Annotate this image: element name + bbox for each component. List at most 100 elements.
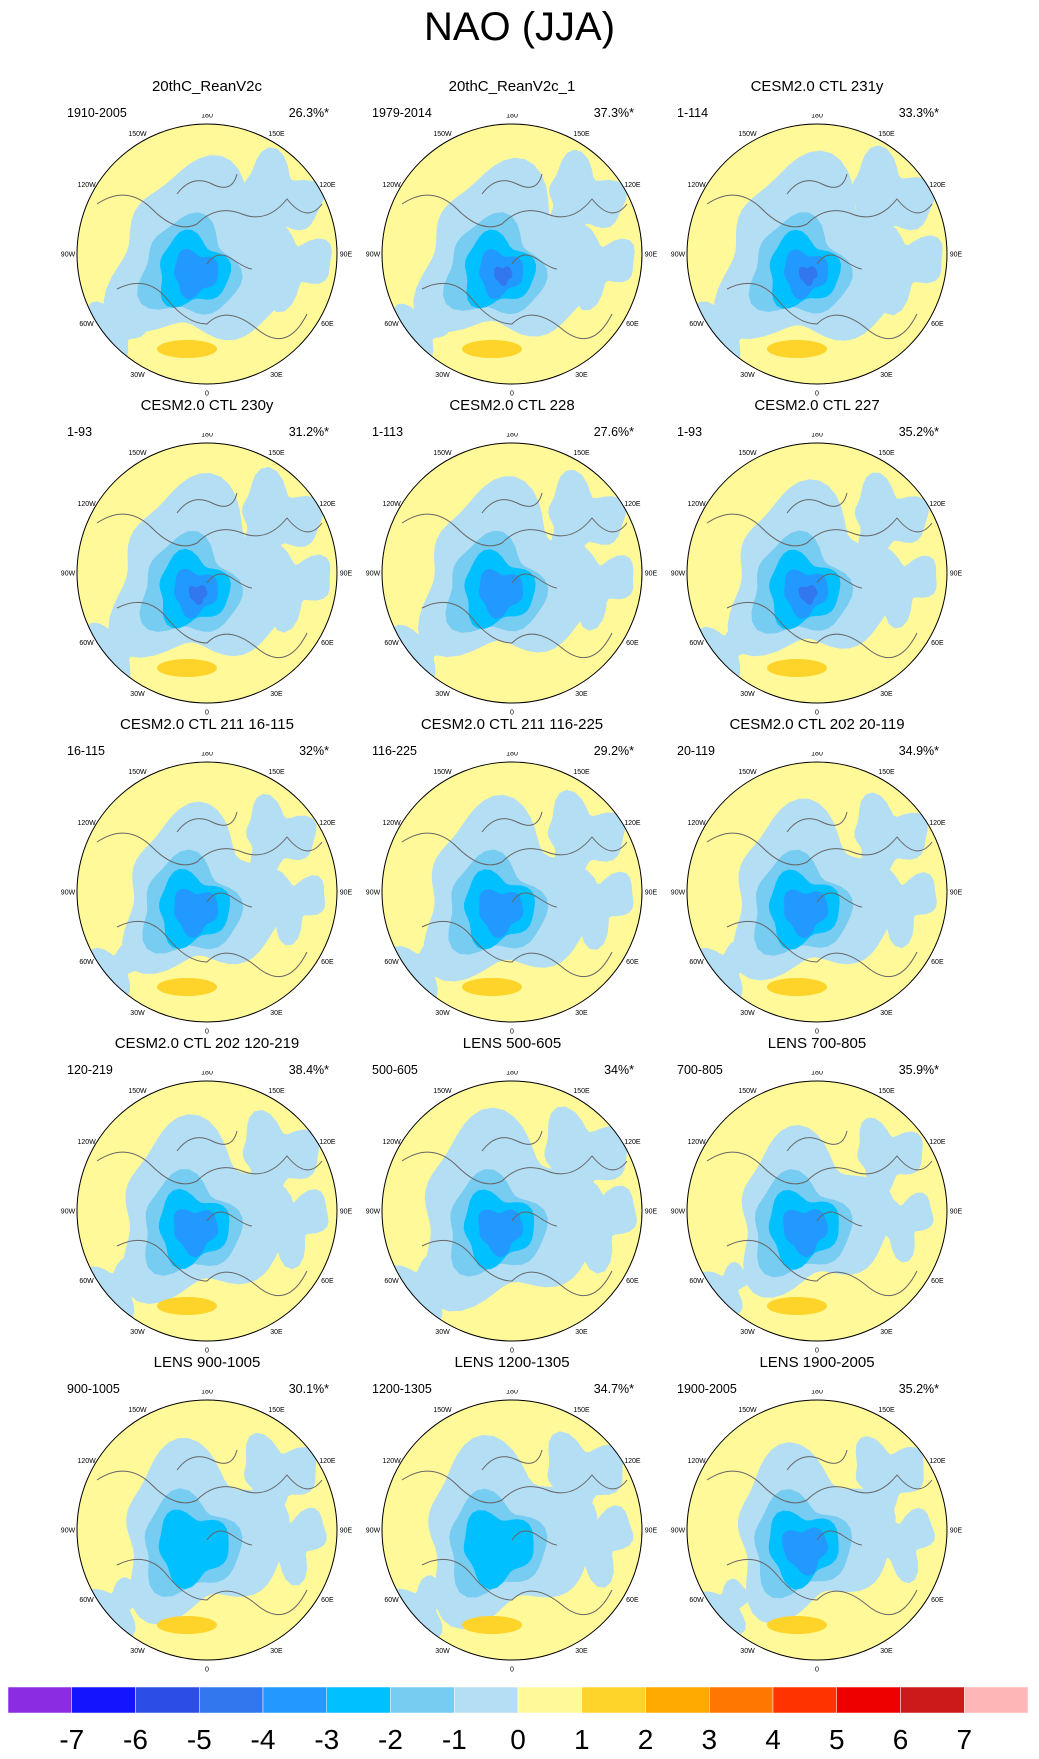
field-negative [547,789,626,886]
field-negative [567,222,635,311]
field-negative [547,149,628,244]
longitude-tick: 30E [270,1010,283,1017]
panel-title: CESM2.0 CTL 230y [140,397,274,414]
longitude-tick: 150W [433,769,452,776]
colorbar-swatch [517,1687,582,1714]
longitude-tick: 150E [268,450,285,457]
polar-map: 180 150E 120E 90E 60E 30E 0 30W 60W 90W 120W 150W [366,433,658,715]
colorbar-label: -6 [123,1724,148,1755]
field-negative [85,620,147,687]
low-contour [174,888,219,938]
panel-title: CESM2.0 CTL 202 20-119 [729,716,905,733]
longitude-tick: 120W [687,1458,706,1465]
longitude-tick: 90W [366,890,381,897]
map-border [76,442,338,704]
map-border [686,1080,948,1342]
colorbar-swatch [645,1687,710,1714]
panel-period: 120-219 [67,1063,113,1077]
longitude-tick: 150E [573,1088,590,1095]
longitude-tick: 60W [384,640,399,647]
longitude-tick: 90E [645,1528,658,1535]
longitude-tick: 30E [880,1648,893,1655]
longitude-tick: 0 [815,1667,819,1673]
map-border [381,1080,643,1342]
longitude-tick: 0 [510,1667,514,1673]
colorbar: -7 -6 -5 -4 -3 -2 -1 0 1 2 3 4 5 6 7 [8,1687,1029,1755]
longitude-tick: 120W [382,501,401,508]
longitude-tick: 60E [626,1597,639,1604]
longitude-tick: 180 [811,752,823,758]
panel-title: CESM2.0 CTL 211 116-225 [420,716,604,733]
field-negative [242,1109,320,1206]
longitude-tick: 30W [130,372,145,379]
polar-map: 180 150E 120E 90E 60E 30E 0 30W 60W 90W 120W 150W [671,752,963,1034]
panel-period: 1979-2014 [372,106,432,120]
longitude-tick: 180 [506,433,518,439]
longitude-tick: 0 [815,391,819,397]
longitude-tick: 90E [340,252,353,259]
field-negative [866,1507,935,1584]
colorbar-label: 5 [829,1724,845,1755]
field-negative [698,622,753,682]
polar-map: 180 150E 120E 90E 60E 30E 0 30W 60W 90W 120W 150W [671,1071,963,1353]
longitude-tick: 150E [268,131,285,138]
high-contour [767,1297,827,1315]
longitude-tick: 90E [950,571,963,578]
longitude-tick: 180 [811,433,823,439]
longitude-tick: 60W [689,640,704,647]
main-title: NAO (JJA) [423,5,616,49]
field-negative [565,543,634,631]
longitude-tick: 30E [575,1010,588,1017]
longitude-tick: 0 [205,1029,209,1035]
panel-variance: 26.3%* [288,106,329,120]
longitude-tick: 180 [201,752,213,758]
longitude-tick: 120W [77,182,96,189]
low-contour [158,1509,229,1590]
panel-title: CESM2.0 CTL 227 [754,397,880,414]
panel-variance: 37.3%* [593,106,634,120]
polar-map: 180 150E 120E 90E 60E 30E 0 30W 60W 90W 120W 150W [671,433,963,715]
map-panel: CESM2.0 CTL 202 120-219 120-219 38.4%* 180 1… [57,1035,357,1355]
coastlines [96,1449,323,1615]
longitude-tick: 30E [880,372,893,379]
longitude-tick: 30E [270,372,283,379]
polar-map: 180 150E 120E 90E 60E 30E 0 30W 60W 90W 120W 150W [366,1390,658,1673]
panel-variance: 33.3%* [898,106,939,120]
panel-title: LENS 700-805 [767,1035,867,1052]
map-border [76,761,338,1023]
longitude-tick: 120E [929,1458,946,1465]
longitude-tick: 150E [573,769,590,776]
panel-period: 900-1005 [67,1382,120,1396]
colorbar-swatch [390,1687,455,1714]
low-contour [782,1209,829,1257]
longitude-tick: 120W [77,1458,96,1465]
longitude-tick: 180 [811,1071,823,1077]
longitude-tick: 120W [77,501,96,508]
longitude-tick: 30E [575,691,588,698]
low-contour [782,1527,828,1576]
colorbar-swatch [326,1687,391,1714]
longitude-tick: 120W [687,182,706,189]
longitude-tick: 90W [366,1209,381,1216]
field-negative [857,1117,923,1199]
map-panel: 20thC_ReanV2c 1910-2005 26.3%* 180 150E 120E 9… [57,78,357,398]
longitude-tick: 150W [738,131,757,138]
map-border [76,1399,338,1661]
longitude-tick: 120E [319,1458,336,1465]
map-border [686,442,948,704]
polar-map: 180 150E 120E 90E 60E 30E 0 30W 60W 90W 120W 150W [61,1390,353,1672]
longitude-tick: 120E [624,820,641,827]
panel-title: LENS 500-605 [462,1035,562,1052]
colorbar-swatch [262,1687,327,1714]
longitude-tick: 120E [319,182,336,189]
polar-map: 180 150E 120E 90E 60E 30E 0 30W 60W 90W 120W 150W [671,1390,963,1673]
longitude-tick: 60E [626,959,639,966]
longitude-tick: 60W [689,959,704,966]
longitude-tick: 0 [510,1029,514,1035]
longitude-tick: 150W [738,1407,757,1414]
longitude-tick: 30W [130,1329,145,1336]
longitude-tick: 90W [366,252,381,259]
longitude-tick: 120E [319,501,336,508]
longitude-tick: 30E [575,1648,588,1655]
longitude-tick: 60W [384,1597,399,1604]
